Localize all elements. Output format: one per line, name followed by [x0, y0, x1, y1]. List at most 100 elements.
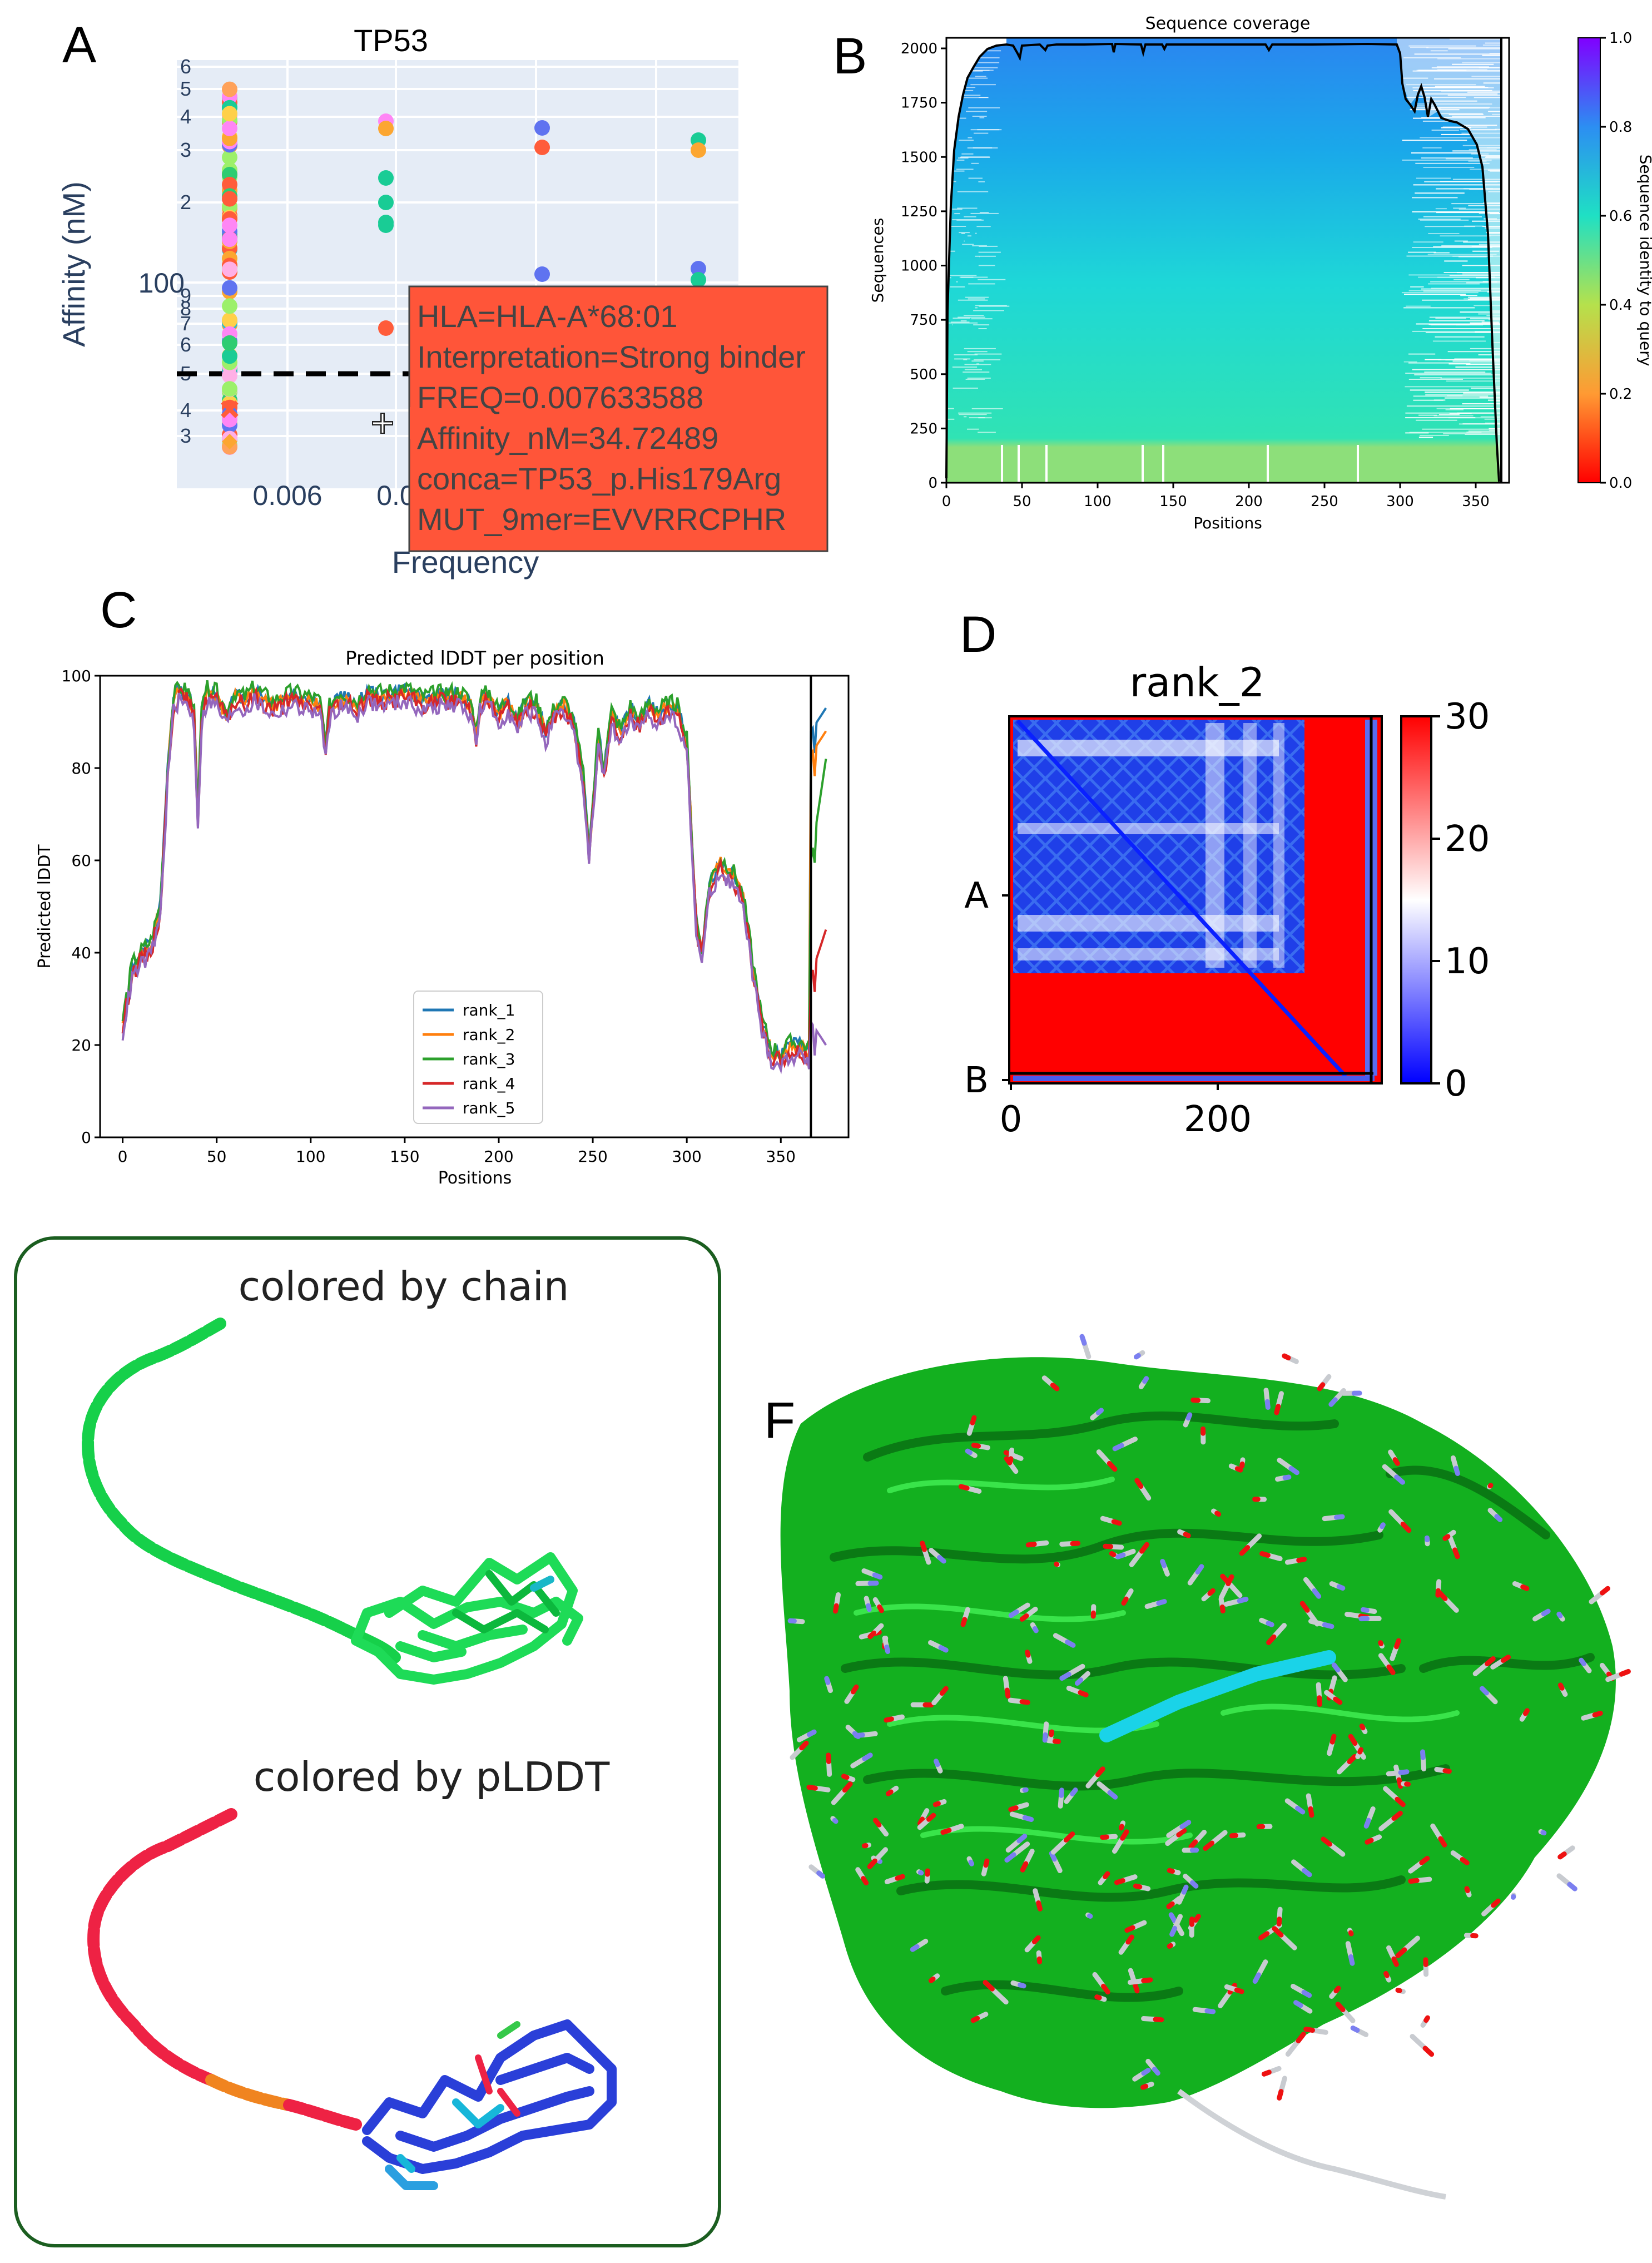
data-point[interactable] [222, 81, 237, 97]
y-tick-label: 8 [180, 297, 191, 320]
hover-cursor-icon [372, 413, 393, 434]
panel-e-box: colored by chain colored by pLDDT [14, 1236, 721, 2247]
x-tick-label: 50 [207, 1147, 227, 1166]
data-point[interactable] [378, 217, 394, 233]
data-point[interactable] [378, 121, 394, 136]
series-line [121, 692, 827, 1074]
data-point[interactable] [222, 298, 237, 314]
y-tick-label: 100 [62, 667, 91, 685]
y-tick-label: A [964, 875, 989, 917]
legend-label: rank_3 [463, 1050, 515, 1068]
panel-c-title: Predicted lDDT per position [345, 647, 604, 670]
x-tick-label: 0.006 [252, 480, 322, 511]
y-tick-label: B [964, 1060, 989, 1101]
x-tick-label: 350 [766, 1147, 796, 1166]
x-tick-label: 0 [1000, 1099, 1023, 1140]
coverage-line [945, 42, 1500, 482]
data-point[interactable] [221, 400, 239, 418]
x-tick-label: 0 [942, 493, 951, 510]
legend-label: rank_5 [463, 1099, 515, 1117]
x-tick-label: 200 [1235, 493, 1263, 510]
y-tick-label: 750 [910, 312, 937, 329]
panel-letter-c: C [100, 582, 137, 638]
y-tick-label: 500 [910, 367, 937, 383]
tooltip-line: HLA=HLA-A*68:01 [417, 299, 678, 334]
data-point[interactable] [222, 261, 237, 278]
data-point[interactable] [378, 320, 394, 336]
x-axis-title: Positions [438, 1168, 512, 1188]
legend-label: rank_1 [463, 1001, 515, 1019]
y-axis-title: Predicted lDDT [35, 844, 54, 969]
colorbar-label: Sequence identity to query [1636, 155, 1652, 367]
x-tick-label: 250 [578, 1147, 607, 1166]
colorbar-tick-label: 10 [1445, 941, 1490, 982]
y-tick-label: 7 [180, 312, 191, 335]
data-point[interactable] [222, 335, 237, 351]
y-tick-label: 4 [180, 399, 191, 422]
data-point[interactable] [691, 261, 706, 276]
x-tick-label: 300 [1386, 493, 1414, 510]
tooltip-line: conca=TP53_p.His179Arg [417, 461, 781, 496]
data-point[interactable] [534, 140, 550, 155]
x-tick-label: 150 [390, 1147, 419, 1166]
peptide-highlight [1099, 1650, 1336, 1742]
x-tick-label: 0 [118, 1147, 128, 1166]
data-point[interactable] [222, 312, 237, 328]
panel-a-chart: TP53 654321009876543 0.006 0.0 Frequency… [56, 23, 829, 580]
colorbar-tick-label: 0 [1445, 1063, 1467, 1105]
y-tick-label: 0 [928, 475, 937, 492]
y-tick-label: 80 [71, 759, 91, 778]
panel-b-title: Sequence coverage [1145, 14, 1311, 33]
data-point[interactable] [691, 272, 706, 288]
panel-letter-a: A [62, 17, 97, 73]
y-tick-label: 0 [81, 1128, 91, 1147]
data-point[interactable] [222, 120, 237, 136]
data-point[interactable] [222, 434, 237, 449]
colorbar [1577, 37, 1601, 483]
panel-e-label-chain: colored by chain [239, 1263, 569, 1310]
panel-e-label-plddt: colored by pLDDT [254, 1754, 610, 1800]
y-tick-label: 20 [71, 1036, 91, 1054]
y-tick-label: 6 [180, 333, 191, 356]
panel-letter-d: D [960, 606, 996, 663]
x-tick-label: 50 [1013, 493, 1031, 510]
data-point[interactable] [222, 381, 237, 397]
data-point[interactable] [691, 142, 706, 158]
x-tick-label: 350 [1462, 493, 1490, 510]
data-point[interactable] [222, 231, 237, 247]
data-point[interactable] [222, 280, 237, 296]
y-tick-label: 4 [180, 105, 191, 128]
y-tick-label: 9 [180, 284, 191, 307]
data-point[interactable] [534, 120, 550, 136]
data-point[interactable] [222, 106, 237, 122]
colorbar-tick-label: 0.6 [1609, 208, 1632, 225]
chain-break-line [1009, 716, 1373, 1083]
colorbar [1400, 715, 1432, 1085]
panel-d-chart: rank_2 0 200 A B 0 10 20 30 [964, 659, 1490, 1140]
data-point[interactable] [378, 195, 394, 210]
y-tick-label: 5 [180, 77, 191, 100]
y-tick-label: 250 [910, 420, 937, 437]
y-axis-title: Sequences [869, 218, 887, 303]
panel-letter-b: B [833, 28, 867, 85]
x-tick-label: 300 [672, 1147, 701, 1166]
x-tick-label: 100 [1084, 493, 1112, 510]
panel-c-chart: Predicted lDDT per position 0 50 100 150 200… [35, 647, 850, 1188]
data-point[interactable] [378, 170, 394, 186]
data-point[interactable] [222, 191, 237, 207]
data-point[interactable] [222, 368, 237, 384]
pae-block-aa [1013, 720, 1304, 973]
data-point[interactable] [534, 266, 550, 282]
data-point[interactable] [222, 176, 237, 192]
x-tick-label: 200 [484, 1147, 513, 1166]
y-axis-title: Affinity (nM) [56, 181, 91, 347]
panel-a-title: TP53 [354, 23, 428, 58]
tooltip-line: Affinity_nM=34.72489 [417, 420, 718, 455]
data-point[interactable] [222, 149, 237, 165]
data-point[interactable] [222, 217, 237, 234]
x-tick-label: 100 [296, 1147, 325, 1166]
colorbar-tick-label: 20 [1445, 819, 1490, 860]
y-tick-label: 1250 [901, 204, 937, 220]
data-point[interactable] [222, 348, 237, 364]
y-tick-label: 1000 [901, 258, 937, 275]
